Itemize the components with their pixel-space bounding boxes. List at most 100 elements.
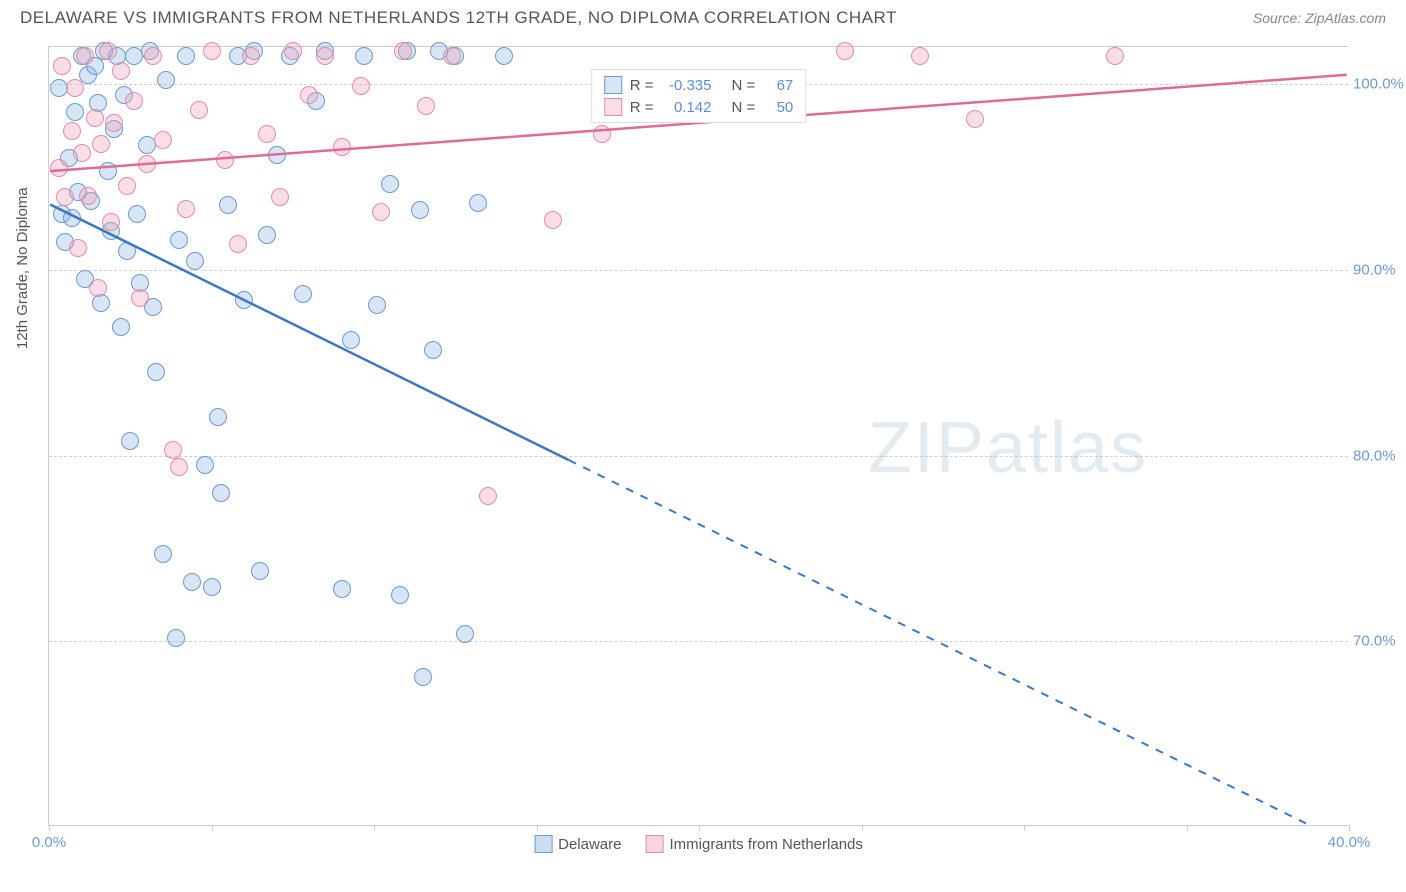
- legend-swatch: [645, 835, 663, 853]
- data-point: [99, 42, 117, 60]
- data-point: [186, 252, 204, 270]
- data-point: [76, 47, 94, 65]
- data-point: [196, 456, 214, 474]
- data-point: [79, 187, 97, 205]
- data-point: [102, 213, 120, 231]
- series-legend: Delaware Immigrants from Netherlands: [534, 835, 863, 853]
- x-tick-mark: [374, 825, 375, 831]
- data-point: [258, 125, 276, 143]
- data-point: [333, 580, 351, 598]
- data-point: [209, 408, 227, 426]
- stat-label: N =: [732, 99, 756, 116]
- x-tick-mark: [212, 825, 213, 831]
- stat-n-value: 67: [763, 77, 793, 94]
- data-point: [112, 62, 130, 80]
- data-point: [66, 79, 84, 97]
- data-point: [190, 101, 208, 119]
- data-point: [89, 279, 107, 297]
- data-point: [216, 151, 234, 169]
- data-point: [147, 363, 165, 381]
- data-point: [268, 146, 286, 164]
- data-point: [593, 125, 611, 143]
- legend-swatch: [604, 76, 622, 94]
- data-point: [219, 196, 237, 214]
- data-point: [167, 629, 185, 647]
- data-point: [271, 188, 289, 206]
- x-tick-mark: [1024, 825, 1025, 831]
- data-point: [99, 162, 117, 180]
- data-point: [118, 242, 136, 260]
- data-point: [355, 47, 373, 65]
- data-point: [63, 209, 81, 227]
- data-point: [170, 231, 188, 249]
- gridline-h: [49, 641, 1348, 642]
- data-point: [391, 586, 409, 604]
- legend-label: Delaware: [558, 836, 621, 853]
- data-point: [118, 177, 136, 195]
- gridline-h: [49, 456, 1348, 457]
- legend-swatch: [534, 835, 552, 853]
- data-point: [443, 47, 461, 65]
- data-point: [417, 97, 435, 115]
- data-point: [300, 86, 318, 104]
- data-point: [229, 235, 247, 253]
- data-point: [157, 71, 175, 89]
- data-point: [112, 318, 130, 336]
- data-point: [294, 285, 312, 303]
- chart-area: 70.0%80.0%90.0%100.0%0.0%40.0% ZIPatlas …: [48, 46, 1348, 826]
- data-point: [177, 47, 195, 65]
- data-point: [495, 47, 513, 65]
- x-tick-mark: [1187, 825, 1188, 831]
- data-point: [242, 47, 260, 65]
- data-point: [138, 155, 156, 173]
- data-point: [50, 159, 68, 177]
- x-tick-mark: [49, 825, 50, 831]
- y-tick-label: 100.0%: [1353, 76, 1406, 93]
- data-point: [1106, 47, 1124, 65]
- data-point: [183, 573, 201, 591]
- data-point: [284, 42, 302, 60]
- data-point: [73, 144, 91, 162]
- stats-legend: R =-0.335N =67R =0.142N =50: [591, 69, 807, 123]
- gridline-h: [49, 270, 1348, 271]
- stats-row: R = 0.142 N = 50: [604, 96, 794, 118]
- data-point: [316, 47, 334, 65]
- data-point: [368, 296, 386, 314]
- legend-item: Delaware: [534, 835, 621, 853]
- data-point: [258, 226, 276, 244]
- legend-label: Immigrants from Netherlands: [669, 836, 862, 853]
- stat-label: R =: [630, 99, 654, 116]
- data-point: [105, 114, 123, 132]
- legend-swatch: [604, 98, 622, 116]
- data-point: [121, 432, 139, 450]
- data-point: [125, 92, 143, 110]
- data-point: [966, 110, 984, 128]
- x-tick-mark: [537, 825, 538, 831]
- data-point: [66, 103, 84, 121]
- data-point: [203, 42, 221, 60]
- data-point: [128, 205, 146, 223]
- data-point: [333, 138, 351, 156]
- stat-r-value: 0.142: [662, 99, 712, 116]
- data-point: [203, 578, 221, 596]
- x-tick-mark: [699, 825, 700, 831]
- x-tick-mark: [1349, 825, 1350, 831]
- data-point: [836, 42, 854, 60]
- data-point: [424, 341, 442, 359]
- stat-label: N =: [732, 77, 756, 94]
- data-point: [154, 545, 172, 563]
- data-point: [411, 201, 429, 219]
- data-point: [235, 291, 253, 309]
- data-point: [144, 47, 162, 65]
- stat-label: R =: [630, 77, 654, 94]
- x-tick-label: 40.0%: [1328, 834, 1371, 851]
- data-point: [92, 135, 110, 153]
- x-tick-mark: [862, 825, 863, 831]
- stat-n-value: 50: [763, 99, 793, 116]
- y-tick-label: 90.0%: [1353, 261, 1406, 278]
- x-tick-label: 0.0%: [32, 834, 66, 851]
- data-point: [86, 109, 104, 127]
- data-point: [469, 194, 487, 212]
- data-point: [911, 47, 929, 65]
- data-point: [394, 42, 412, 60]
